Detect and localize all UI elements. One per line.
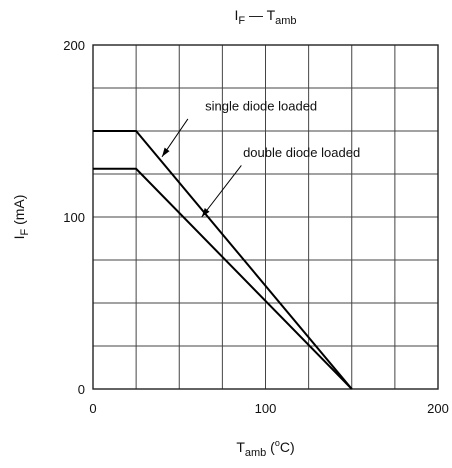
x-axis-label-unit: C <box>280 439 290 455</box>
y-tick-label: 100 <box>63 210 85 225</box>
series-line-double <box>93 167 353 390</box>
y-tick-label: 200 <box>63 38 85 53</box>
y-axis-label-base: I <box>11 236 27 240</box>
chart-title-sub: F <box>238 15 245 27</box>
x-axis-label-sup: o <box>275 438 280 448</box>
x-axis-label-open: ( <box>266 439 275 455</box>
annotation-label-single: single diode loaded <box>205 98 317 113</box>
y-axis-label: IF (mA) <box>11 195 31 240</box>
chart-title-separator: — <box>245 7 267 23</box>
annotation-label-double: double diode loaded <box>243 145 360 160</box>
chart-title: IF — Tamb <box>234 7 296 27</box>
annotations: single diode loaded double diode loaded <box>161 98 360 218</box>
y-axis-label-sub: F <box>19 229 31 236</box>
chart-title-base: I <box>234 7 238 23</box>
x-axis-label: Tamb (oC) <box>236 438 294 459</box>
y-tick-label: 0 <box>78 382 85 397</box>
series-line-single <box>93 130 353 390</box>
x-tick-label: 0 <box>89 401 96 416</box>
annotation-arrowhead-double <box>201 208 210 217</box>
x-axis-label-sub: amb <box>245 447 266 459</box>
tick-labels: 0 100 200 0 100 200 <box>63 38 449 416</box>
y-axis-label-suffix: (mA) <box>11 195 27 229</box>
x-tick-label: 200 <box>427 401 449 416</box>
x-axis-label-base: T <box>236 439 245 455</box>
x-tick-label: 100 <box>255 401 277 416</box>
chart-title-sub2: amb <box>275 15 296 27</box>
grid <box>92 44 439 390</box>
x-axis-label-close: ) <box>290 439 295 455</box>
annotation-arrow-line-double <box>201 165 242 218</box>
series-group <box>93 130 353 390</box>
plot-frame <box>92 44 439 390</box>
annotation-arrowhead-single <box>162 147 170 157</box>
chart-title-base2: T <box>267 7 276 23</box>
